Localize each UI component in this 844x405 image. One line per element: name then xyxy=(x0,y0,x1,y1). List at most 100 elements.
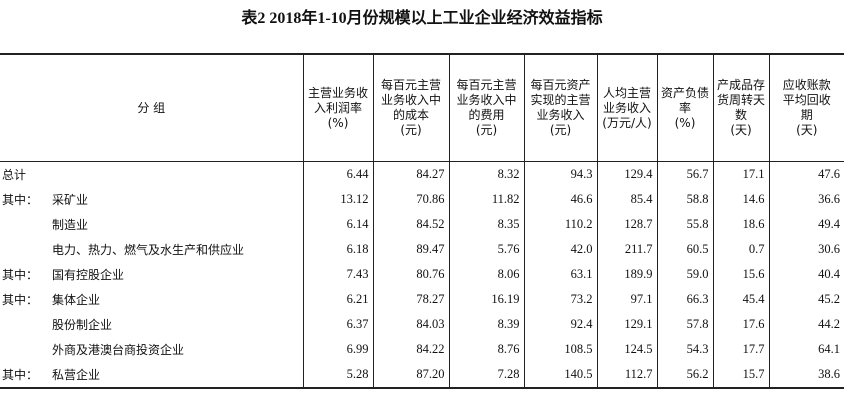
header-line: 实现的主营 xyxy=(530,93,591,107)
cell-value: 6.99 xyxy=(302,337,373,362)
cell-value: 92.4 xyxy=(523,312,597,337)
header-line: 入利润率 xyxy=(313,100,362,115)
row-name: 电力、热力、燃气及水生产和供应业 xyxy=(52,243,245,257)
cell-value: 44.2 xyxy=(768,312,844,337)
cell-value: 42.0 xyxy=(523,237,597,262)
cell-value: 58.8 xyxy=(656,187,713,212)
cell-value: 78.27 xyxy=(372,287,449,312)
cell-value: 94.3 xyxy=(523,161,597,187)
cell-value: 87.20 xyxy=(372,362,449,389)
cell-value: 129.4 xyxy=(596,161,657,187)
table-row: 其中： 私营企业 5.28 87.20 7.28 140.5 112.7 56.2 15.7 38… xyxy=(0,362,844,389)
cell-value: 6.18 xyxy=(302,237,373,262)
row-label: 其中： 集体企业 xyxy=(0,287,303,312)
cell-value: 59.0 xyxy=(656,262,713,287)
row-label: 其中： 国有控股企业 xyxy=(0,262,303,287)
cell-value: 80.76 xyxy=(372,262,449,287)
header-line: (天) xyxy=(796,123,818,137)
header-line: (元) xyxy=(400,123,422,137)
table-row: 其中： 国有控股企业 7.43 80.76 8.06 63.1 189.9 59.0 15.6 4… xyxy=(0,262,844,287)
row-group: 其中： xyxy=(2,293,39,307)
cell-value: 84.52 xyxy=(372,212,449,237)
table-row: 股份制企业 6.37 84.03 8.39 92.4 129.1 57.8 17.6 44.2 xyxy=(0,312,844,337)
row-label: 电力、热力、燃气及水生产和供应业 xyxy=(0,237,303,262)
row-group: 其中： xyxy=(2,193,39,207)
header-line: (元) xyxy=(475,123,498,137)
table-row: 制造业 6.14 84.52 8.35 110.2 128.7 55.8 18.6 49.4 xyxy=(0,212,844,237)
row-name: 采矿业 xyxy=(52,193,89,207)
header-line: 业务收入 xyxy=(536,108,585,122)
row-name: 外商及港澳台商投资企业 xyxy=(52,343,185,357)
cell-value: 56.2 xyxy=(656,362,713,389)
cell-value: 49.4 xyxy=(768,212,844,237)
header-line: 数 xyxy=(734,108,747,122)
table-row: 其中： 集体企业 6.21 78.27 16.19 73.2 97.1 66.3 45.4 45.… xyxy=(0,287,844,312)
column-header: 应收账款 平均回收期 (天) xyxy=(768,53,844,162)
column-header: 每百元主营 业务收入中 的成本 (元) xyxy=(372,53,449,162)
cell-value: 8.06 xyxy=(448,262,524,287)
header-line: 业务收入中 xyxy=(456,93,517,107)
cell-value: 55.8 xyxy=(656,212,713,237)
cell-value: 17.6 xyxy=(712,312,769,337)
row-label: 制造业 xyxy=(0,212,303,237)
cell-value: 128.7 xyxy=(596,212,657,237)
header-line: 应收账款 xyxy=(782,78,831,92)
cell-value: 40.4 xyxy=(768,262,844,287)
cell-value: 70.86 xyxy=(372,187,449,212)
cell-value: 18.6 xyxy=(712,212,769,237)
cell-value: 66.3 xyxy=(656,287,713,312)
header-line: 率 xyxy=(678,100,691,115)
cell-value: 84.27 xyxy=(372,161,449,187)
cell-value: 6.21 xyxy=(302,287,373,312)
group-header: 分 组 xyxy=(0,53,303,162)
header-line: 业务收入 xyxy=(602,100,651,115)
cell-value: 14.6 xyxy=(712,187,769,212)
cell-value: 84.03 xyxy=(372,312,449,337)
cell-value: 112.7 xyxy=(596,362,657,389)
cell-value: 85.4 xyxy=(596,187,657,212)
cell-value: 17.1 xyxy=(712,161,769,187)
data-table: 分 组主营业务收 入利润率 (%) 每百元主营 业务收入中 的成本 (元) 每百元主营 业务收入… xyxy=(0,53,844,389)
cell-value: 140.5 xyxy=(523,362,597,389)
row-label: 其中： 私营企业 xyxy=(0,362,303,389)
header-line: (%) xyxy=(674,115,696,130)
cell-value: 7.43 xyxy=(302,262,373,287)
cell-value: 97.1 xyxy=(596,287,657,312)
cell-value: 0.7 xyxy=(712,237,769,262)
cell-value: 189.9 xyxy=(596,262,657,287)
row-name: 私营企业 xyxy=(52,368,101,382)
cell-value: 108.5 xyxy=(523,337,597,362)
row-label: 股份制企业 xyxy=(0,312,303,337)
cell-value: 13.12 xyxy=(302,187,373,212)
column-header: 产成品存 货周转天数 (天) xyxy=(712,53,769,162)
header-line: 业务收入中 xyxy=(380,93,441,107)
header-line: 每百元资产 xyxy=(530,78,591,92)
column-header: 每百元资产 实现的主营 业务收入 (元) xyxy=(523,53,597,162)
table-title: 表2 2018年1-10月份规模以上工业企业经济效益指标 xyxy=(241,10,603,27)
table-row: 电力、热力、燃气及水生产和供应业 6.18 89.47 5.76 42.0 211.7 60… xyxy=(0,237,844,262)
cell-value: 7.28 xyxy=(448,362,524,389)
table-row: 外商及港澳台商投资企业 6.99 84.22 8.76 108.5 124.5 54.3 17… xyxy=(0,337,844,362)
header-row: 分 组主营业务收 入利润率 (%) 每百元主营 业务收入中 的成本 (元) 每百元主营 业务收入… xyxy=(0,53,844,162)
cell-value: 129.1 xyxy=(596,312,657,337)
cell-value: 56.7 xyxy=(656,161,713,187)
header-line: (%) xyxy=(327,115,349,130)
cell-value: 6.37 xyxy=(302,312,373,337)
cell-value: 45.2 xyxy=(768,287,844,312)
cell-value: 36.6 xyxy=(768,187,844,212)
header-line: 货周转天 xyxy=(716,93,765,107)
row-group: 其中： xyxy=(2,268,39,282)
cell-value: 8.76 xyxy=(448,337,524,362)
cell-value: 84.22 xyxy=(372,337,449,362)
cell-value: 63.1 xyxy=(523,262,597,287)
column-header: 每百元主营 业务收入中 的费用 (元) xyxy=(448,53,524,162)
row-name: 国有控股企业 xyxy=(52,268,125,282)
cell-value: 64.1 xyxy=(768,337,844,362)
row-label: 总计 xyxy=(0,162,303,188)
row-name: 制造业 xyxy=(52,218,89,232)
row-group: 其中： xyxy=(2,368,39,382)
header-line: 平均回收 xyxy=(782,93,831,107)
row-name: 集体企业 xyxy=(52,293,101,307)
cell-value: 110.2 xyxy=(523,212,597,237)
